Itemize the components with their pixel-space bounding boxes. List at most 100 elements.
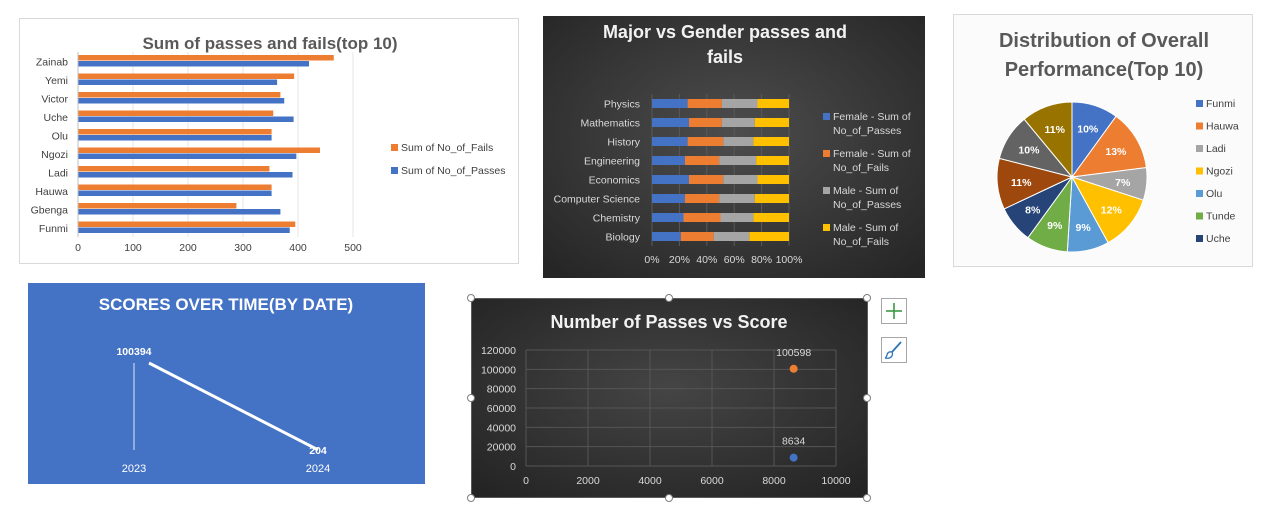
x-tick-label: 40%	[696, 254, 717, 266]
bar-fails	[78, 184, 272, 190]
legend-swatch	[823, 224, 830, 231]
stacked-segment	[683, 213, 721, 222]
legend-label: Uche	[1206, 233, 1231, 245]
x-tick-label: 6000	[700, 475, 724, 487]
bar-fails	[78, 221, 296, 227]
legend-label: Ngozi	[1206, 166, 1233, 178]
stacked-segment	[713, 232, 750, 241]
legend-label-fails: Sum of No_of_Fails	[401, 142, 493, 154]
bar-passes	[78, 153, 297, 159]
bar-fails	[78, 147, 320, 153]
x-tick-label: 4000	[638, 475, 662, 487]
x-tick-label: 0	[75, 242, 81, 254]
scatter-point	[789, 364, 798, 373]
scatter-point	[789, 453, 798, 462]
bar-passes	[78, 227, 290, 233]
passes-fails-chart[interactable]: Sum of passes and fails(top 10) Funmi Gben…	[19, 18, 519, 264]
major-gender-chart[interactable]: Major vs Gender passes and fails 0% 20% 40% 6…	[543, 16, 925, 278]
y-tick-label: 20000	[487, 442, 516, 454]
legend-swatch	[1196, 167, 1203, 175]
category-label: Yemi	[45, 75, 68, 87]
x-tick-label: 2023	[122, 463, 146, 475]
chart-title: Major vs Gender passes and fails	[603, 22, 847, 67]
chart-styles-button[interactable]	[881, 337, 907, 363]
pie-data-label: 7%	[1115, 177, 1131, 189]
performance-pie-svg: Distribution of Overall Performance(Top 1…	[996, 30, 1239, 253]
legend-swatch-fails	[391, 144, 398, 151]
resize-handle-top[interactable]	[665, 294, 673, 302]
legend-swatch	[1196, 235, 1203, 242]
category-label: Economics	[589, 175, 640, 187]
stacked-segment	[652, 99, 688, 108]
legend-swatch	[1196, 212, 1203, 220]
y-tick-label: 40000	[487, 422, 516, 434]
chart-title: Distribution of Overall Performance(Top 1…	[999, 30, 1209, 81]
stacked-segment	[688, 118, 722, 127]
stacked-segment	[687, 99, 722, 108]
stacked-segment	[652, 137, 688, 146]
stacked-segment	[652, 194, 685, 203]
legend-label: Tunde	[1206, 211, 1236, 223]
passes-fails-svg: Sum of passes and fails(top 10) Funmi Gben…	[31, 34, 506, 254]
performance-pie-chart[interactable]: Distribution of Overall Performance(Top 1…	[953, 14, 1253, 267]
resize-handle-bottom-right[interactable]	[863, 494, 871, 502]
y-tick-label: 80000	[487, 384, 516, 396]
x-tick-label: 80%	[751, 254, 772, 266]
stacked-segment	[687, 137, 724, 146]
stacked-segment	[652, 175, 689, 184]
legend-swatch	[823, 150, 830, 157]
passes-vs-score-chart[interactable]: Number of Passes vs Score 0 20000 40000 6000…	[470, 297, 869, 499]
bar-passes	[78, 98, 285, 104]
scores-over-time-chart[interactable]: SCORES OVER TIME(BY DATE) 100394 204 2023 20…	[28, 283, 425, 484]
stacked-segment	[684, 156, 720, 165]
legend-label: Male - Sum of No_of_Passes	[833, 185, 901, 211]
legend-swatch-passes	[391, 167, 398, 174]
stacked-segment	[723, 137, 754, 146]
bar-fails	[78, 203, 237, 209]
category-label: Victor	[41, 93, 68, 105]
chart-elements-button[interactable]	[881, 298, 907, 324]
resize-handle-bottom-left[interactable]	[467, 494, 475, 502]
legend-label: Male - Sum of No_of_Fails	[833, 222, 898, 248]
x-tick-label: 60%	[724, 254, 745, 266]
x-tick-label: 100	[124, 242, 142, 254]
x-tick-label: 0%	[644, 254, 659, 266]
bar-passes	[78, 79, 278, 85]
bar-fails	[78, 166, 270, 172]
bar-passes	[78, 209, 281, 215]
data-label: 100598	[776, 347, 811, 359]
paintbrush-icon	[884, 341, 902, 359]
resize-handle-bottom[interactable]	[665, 494, 673, 502]
bar-passes	[78, 172, 293, 178]
x-tick-label: 10000	[821, 475, 850, 487]
category-label: Zainab	[36, 56, 68, 68]
category-label: Gbenga	[31, 204, 69, 216]
pie-data-label: 9%	[1076, 222, 1092, 234]
stacked-segment	[719, 194, 755, 203]
legend-label: Funmi	[1206, 98, 1235, 110]
legend-swatch	[823, 113, 830, 120]
chart-title: Sum of passes and fails(top 10)	[142, 34, 397, 53]
legend-label: Female - Sum of No_of_Passes	[833, 111, 911, 137]
legend-label: Female - Sum of No_of_Fails	[833, 148, 911, 174]
bar-fails	[78, 92, 281, 98]
resize-handle-top-right[interactable]	[863, 294, 871, 302]
x-tick-label: 500	[344, 242, 362, 254]
x-tick-label: 200	[179, 242, 197, 254]
pie-slice	[1070, 115, 1147, 178]
category-label: Biology	[606, 232, 641, 244]
legend-swatch	[1196, 190, 1203, 197]
x-tick-label: 300	[234, 242, 252, 254]
category-label: Computer Science	[554, 194, 641, 206]
stacked-segment	[723, 175, 758, 184]
stacked-segment	[652, 213, 684, 222]
stacked-segment	[652, 156, 685, 165]
category-label: Ladi	[48, 167, 68, 179]
resize-handle-right[interactable]	[863, 394, 871, 402]
resize-handle-top-left[interactable]	[467, 294, 475, 302]
x-tick-label: 2000	[576, 475, 600, 487]
legend-label: Olu	[1206, 188, 1223, 200]
stacked-segment	[652, 118, 689, 127]
legend-swatch	[1196, 122, 1203, 130]
resize-handle-left[interactable]	[467, 394, 475, 402]
